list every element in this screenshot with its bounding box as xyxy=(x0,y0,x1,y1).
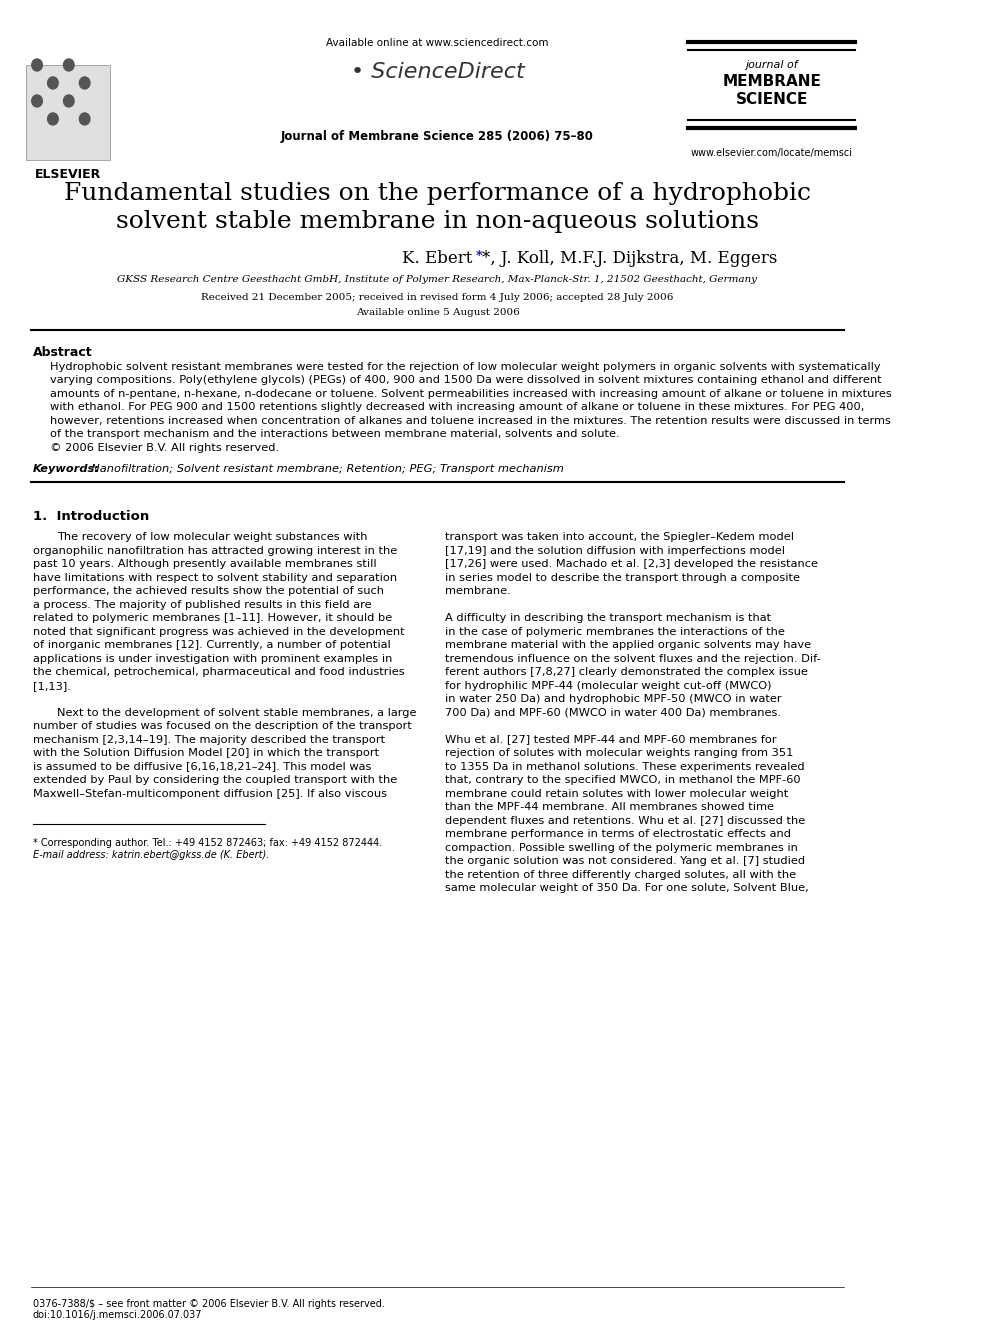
Text: in the case of polymeric membranes the interactions of the: in the case of polymeric membranes the i… xyxy=(445,627,786,636)
Text: is assumed to be diffusive [6,16,18,21–24]. This model was: is assumed to be diffusive [6,16,18,21–2… xyxy=(33,762,371,771)
Text: Journal of Membrane Science 285 (2006) 75–80: Journal of Membrane Science 285 (2006) 7… xyxy=(281,130,594,143)
Text: membrane.: membrane. xyxy=(445,586,511,597)
Text: membrane could retain solutes with lower molecular weight: membrane could retain solutes with lower… xyxy=(445,789,789,799)
Text: *: * xyxy=(475,250,482,263)
Text: ferent authors [7,8,27] clearly demonstrated the complex issue: ferent authors [7,8,27] clearly demonstr… xyxy=(445,667,808,677)
Text: than the MPF-44 membrane. All membranes showed time: than the MPF-44 membrane. All membranes … xyxy=(445,802,775,812)
Text: extended by Paul by considering the coupled transport with the: extended by Paul by considering the coup… xyxy=(33,775,397,785)
Text: related to polymeric membranes [1–11]. However, it should be: related to polymeric membranes [1–11]. H… xyxy=(33,613,392,623)
Text: membrane performance in terms of electrostatic effects and: membrane performance in terms of electro… xyxy=(445,830,792,839)
Text: mechanism [2,3,14–19]. The majority described the transport: mechanism [2,3,14–19]. The majority desc… xyxy=(33,734,385,745)
Text: have limitations with respect to solvent stability and separation: have limitations with respect to solvent… xyxy=(33,573,397,582)
Text: 1.  Introduction: 1. Introduction xyxy=(33,511,149,523)
Text: performance, the achieved results show the potential of such: performance, the achieved results show t… xyxy=(33,586,384,597)
Text: * Corresponding author. Tel.: +49 4152 872463; fax: +49 4152 872444.: * Corresponding author. Tel.: +49 4152 8… xyxy=(33,837,382,848)
Text: Next to the development of solvent stable membranes, a large: Next to the development of solvent stabl… xyxy=(58,708,417,717)
Circle shape xyxy=(48,77,59,89)
Text: MEMBRANE: MEMBRANE xyxy=(722,74,821,89)
Text: rejection of solutes with molecular weights ranging from 351: rejection of solutes with molecular weig… xyxy=(445,747,794,758)
Text: Available online 5 August 2006: Available online 5 August 2006 xyxy=(355,308,520,316)
Text: Available online at www.sciencedirect.com: Available online at www.sciencedirect.co… xyxy=(326,38,549,48)
Text: for hydrophilic MPF-44 (molecular weight cut-off (MWCO): for hydrophilic MPF-44 (molecular weight… xyxy=(445,680,772,691)
Text: Whu et al. [27] tested MPF-44 and MPF-60 membranes for: Whu et al. [27] tested MPF-44 and MPF-60… xyxy=(445,734,777,745)
Text: varying compositions. Poly(ethylene glycols) (PEGs) of 400, 900 and 1500 Da were: varying compositions. Poly(ethylene glyc… xyxy=(51,376,882,385)
Text: past 10 years. Although presently available membranes still: past 10 years. Although presently availa… xyxy=(33,560,376,569)
Text: the retention of three differently charged solutes, all with the: the retention of three differently charg… xyxy=(445,869,797,880)
Text: [1,13].: [1,13]. xyxy=(33,680,70,691)
Text: [17,19] and the solution diffusion with imperfections model: [17,19] and the solution diffusion with … xyxy=(445,545,786,556)
Text: Received 21 December 2005; received in revised form 4 July 2006; accepted 28 Jul: Received 21 December 2005; received in r… xyxy=(201,292,674,302)
Text: 700 Da) and MPF-60 (MWCO in water 400 Da) membranes.: 700 Da) and MPF-60 (MWCO in water 400 Da… xyxy=(445,708,782,717)
Text: The recovery of low molecular weight substances with: The recovery of low molecular weight sub… xyxy=(58,532,368,542)
Text: solvent stable membrane in non-aqueous solutions: solvent stable membrane in non-aqueous s… xyxy=(116,210,759,233)
Text: membrane material with the applied organic solvents may have: membrane material with the applied organ… xyxy=(445,640,811,650)
Circle shape xyxy=(32,60,43,71)
Text: doi:10.1016/j.memsci.2006.07.037: doi:10.1016/j.memsci.2006.07.037 xyxy=(33,1310,202,1320)
Text: Fundamental studies on the performance of a hydrophobic: Fundamental studies on the performance o… xyxy=(63,181,810,205)
Circle shape xyxy=(79,112,90,124)
Circle shape xyxy=(63,95,74,107)
Text: however, retentions increased when concentration of alkanes and toluene increase: however, retentions increased when conce… xyxy=(51,415,891,426)
Text: Hydrophobic solvent resistant membranes were tested for the rejection of low mol: Hydrophobic solvent resistant membranes … xyxy=(51,361,881,372)
Text: the organic solution was not considered. Yang et al. [7] studied: the organic solution was not considered.… xyxy=(445,856,806,867)
Text: applications is under investigation with prominent examples in: applications is under investigation with… xyxy=(33,654,392,664)
Text: dependent fluxes and retentions. Whu et al. [27] discussed the: dependent fluxes and retentions. Whu et … xyxy=(445,815,806,826)
Text: compaction. Possible swelling of the polymeric membranes in: compaction. Possible swelling of the pol… xyxy=(445,843,799,852)
Text: in water 250 Da) and hydrophobic MPF-50 (MWCO in water: in water 250 Da) and hydrophobic MPF-50 … xyxy=(445,695,782,704)
Text: number of studies was focused on the description of the transport: number of studies was focused on the des… xyxy=(33,721,412,732)
Text: tremendous influence on the solvent fluxes and the rejection. Dif-: tremendous influence on the solvent flux… xyxy=(445,654,821,664)
Text: Abstract: Abstract xyxy=(33,345,92,359)
Text: Maxwell–Stefan-multicomponent diffusion [25]. If also viscous: Maxwell–Stefan-multicomponent diffusion … xyxy=(33,789,387,799)
Text: of the transport mechanism and the interactions between membrane material, solve: of the transport mechanism and the inter… xyxy=(51,429,620,439)
Text: • ScienceDirect: • ScienceDirect xyxy=(350,62,525,82)
Circle shape xyxy=(63,60,74,71)
Text: ELSEVIER: ELSEVIER xyxy=(35,168,101,181)
Circle shape xyxy=(32,95,43,107)
Text: with ethanol. For PEG 900 and 1500 retentions slightly decreased with increasing: with ethanol. For PEG 900 and 1500 reten… xyxy=(51,402,865,413)
FancyBboxPatch shape xyxy=(27,65,110,160)
Text: Nanofiltration; Solvent resistant membrane; Retention; PEG; Transport mechanism: Nanofiltration; Solvent resistant membra… xyxy=(83,464,563,474)
Text: *, J. Koll, M.F.J. Dijkstra, M. Eggers: *, J. Koll, M.F.J. Dijkstra, M. Eggers xyxy=(482,250,778,267)
Text: a process. The majority of published results in this field are: a process. The majority of published res… xyxy=(33,599,371,610)
Text: GKSS Research Centre Geesthacht GmbH, Institute of Polymer Research, Max-Planck-: GKSS Research Centre Geesthacht GmbH, In… xyxy=(117,275,758,284)
Text: to 1355 Da in methanol solutions. These experiments revealed: to 1355 Da in methanol solutions. These … xyxy=(445,762,805,771)
Text: SCIENCE: SCIENCE xyxy=(735,91,807,107)
Text: in series model to describe the transport through a composite: in series model to describe the transpor… xyxy=(445,573,801,582)
Text: A difficulty in describing the transport mechanism is that: A difficulty in describing the transport… xyxy=(445,613,772,623)
Text: journal of: journal of xyxy=(745,60,798,70)
Text: [17,26] were used. Machado et al. [2,3] developed the resistance: [17,26] were used. Machado et al. [2,3] … xyxy=(445,560,818,569)
Text: same molecular weight of 350 Da. For one solute, Solvent Blue,: same molecular weight of 350 Da. For one… xyxy=(445,882,809,893)
Circle shape xyxy=(79,77,90,89)
Text: that, contrary to the specified MWCO, in methanol the MPF-60: that, contrary to the specified MWCO, in… xyxy=(445,775,801,785)
Text: with the Solution Diffusion Model [20] in which the transport: with the Solution Diffusion Model [20] i… xyxy=(33,747,379,758)
Text: organophilic nanofiltration has attracted growing interest in the: organophilic nanofiltration has attracte… xyxy=(33,545,397,556)
Text: 0376-7388/$ – see front matter © 2006 Elsevier B.V. All rights reserved.: 0376-7388/$ – see front matter © 2006 El… xyxy=(33,1299,385,1310)
Text: amounts of n-pentane, n-hexane, n-dodecane or toluene. Solvent permeabilities in: amounts of n-pentane, n-hexane, n-dodeca… xyxy=(51,389,892,398)
Text: transport was taken into account, the Spiegler–Kedem model: transport was taken into account, the Sp… xyxy=(445,532,795,542)
Text: Keywords:: Keywords: xyxy=(33,464,99,474)
Text: © 2006 Elsevier B.V. All rights reserved.: © 2006 Elsevier B.V. All rights reserved… xyxy=(51,443,280,452)
Text: K. Ebert: K. Ebert xyxy=(402,250,472,267)
Text: www.elsevier.com/locate/memsci: www.elsevier.com/locate/memsci xyxy=(690,148,853,157)
Text: E-mail address: katrin.ebert@gkss.de (K. Ebert).: E-mail address: katrin.ebert@gkss.de (K.… xyxy=(33,849,269,860)
Text: of inorganic membranes [12]. Currently, a number of potential: of inorganic membranes [12]. Currently, … xyxy=(33,640,391,650)
Text: the chemical, petrochemical, pharmaceutical and food industries: the chemical, petrochemical, pharmaceuti… xyxy=(33,667,405,677)
Circle shape xyxy=(48,112,59,124)
Text: noted that significant progress was achieved in the development: noted that significant progress was achi… xyxy=(33,627,405,636)
